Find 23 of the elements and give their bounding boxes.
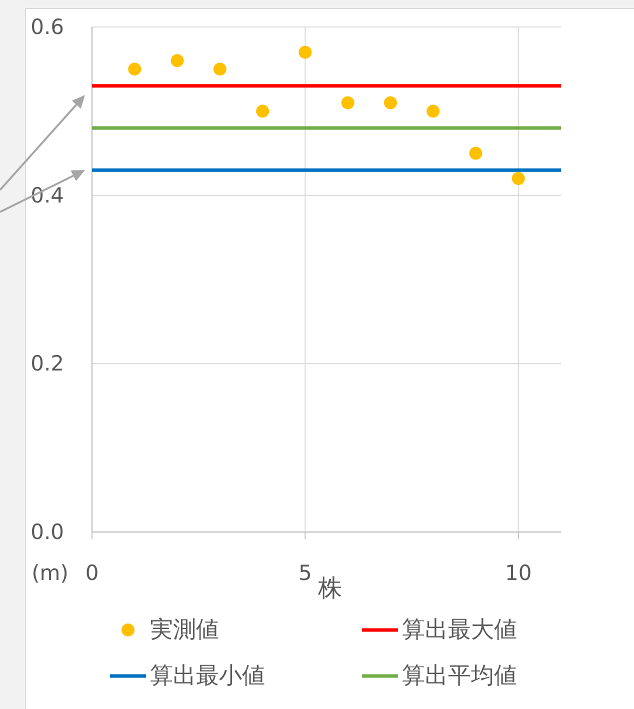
y-tick-label: 0.6 bbox=[30, 15, 64, 39]
point bbox=[128, 62, 142, 76]
x-tick-label: 5 bbox=[298, 561, 312, 585]
x-axis-title: 株 bbox=[317, 574, 342, 602]
point bbox=[426, 104, 440, 118]
legend-label: 算出最大値 bbox=[402, 617, 517, 643]
y-axis-title: (m) bbox=[32, 561, 68, 585]
point bbox=[512, 172, 525, 185]
point bbox=[469, 146, 482, 160]
x-tick-label: 10 bbox=[504, 561, 532, 585]
point bbox=[213, 62, 226, 76]
point bbox=[341, 96, 354, 110]
legend-label: 実測値 bbox=[150, 617, 219, 643]
y-tick-label: 0.2 bbox=[30, 352, 64, 376]
point bbox=[384, 96, 397, 110]
point bbox=[256, 104, 270, 118]
y-tick-label: 0.4 bbox=[30, 183, 64, 208]
point bbox=[170, 54, 184, 68]
legend-label: 算出最小値 bbox=[150, 663, 265, 689]
x-tick-label: 0 bbox=[85, 561, 99, 585]
point bbox=[298, 46, 312, 59]
legend-label: 算出平均値 bbox=[402, 663, 517, 689]
y-tick-label: 0.0 bbox=[30, 520, 64, 544]
